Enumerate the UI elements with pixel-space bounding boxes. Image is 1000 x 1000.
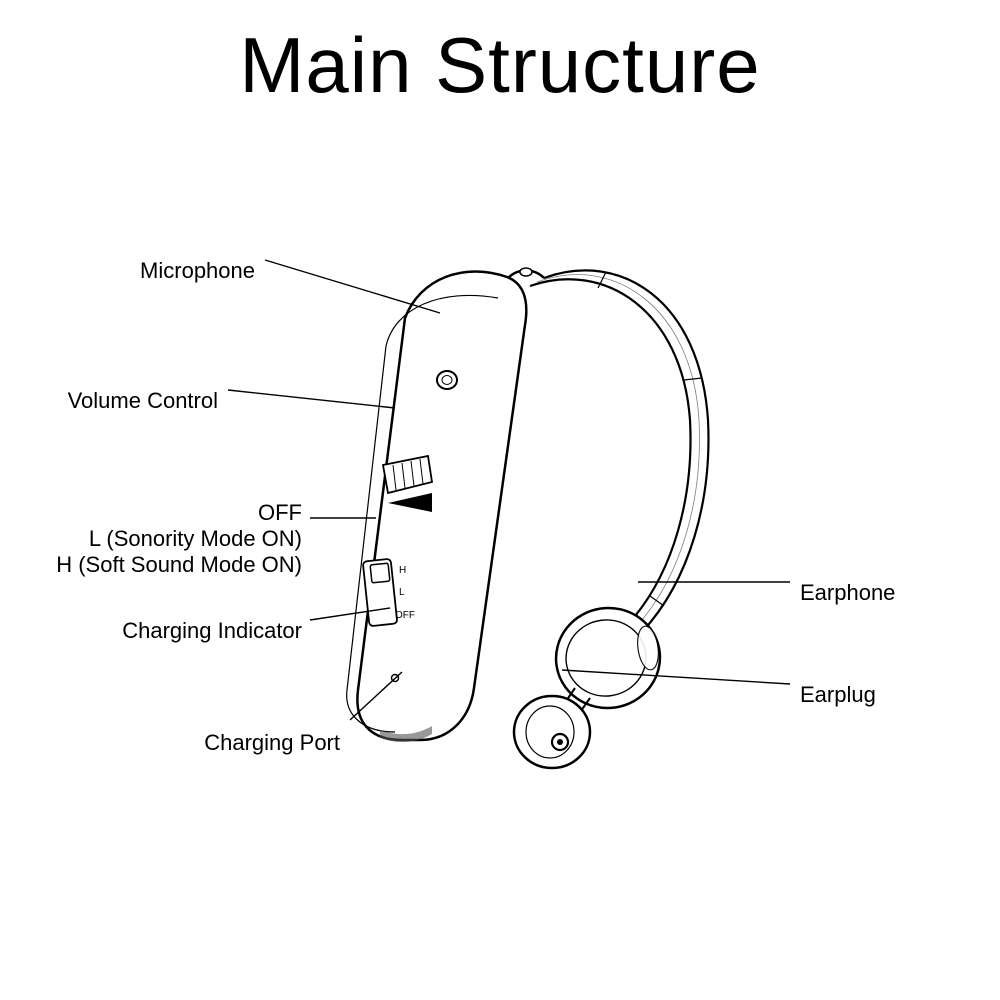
label-mode-h: H (Soft Sound Mode ON) — [56, 552, 302, 578]
hearing-aid-diagram: H L OFF — [0, 220, 1000, 920]
mode-switch: H L OFF — [363, 559, 415, 627]
switch-label-off: OFF — [395, 610, 415, 621]
label-mode-off: OFF — [258, 500, 302, 526]
leader-microphone — [265, 260, 440, 313]
ear-hook-tube — [508, 268, 708, 640]
label-earphone: Earphone — [800, 580, 895, 606]
label-volume-control: Volume Control — [68, 388, 218, 414]
microphone-hole — [437, 371, 457, 389]
label-charging-port: Charging Port — [204, 730, 340, 756]
device-body-group: H L OFF — [347, 271, 527, 742]
label-charging-indicator: Charging Indicator — [122, 618, 302, 644]
label-mode-l: L (Sonority Mode ON) — [89, 526, 302, 552]
switch-label-l: L — [399, 587, 405, 598]
microphone-hole-inner — [442, 376, 452, 385]
device-body-outline — [357, 271, 526, 740]
leader-volume_control — [228, 390, 395, 408]
page-title: Main Structure — [0, 20, 1000, 111]
label-microphone: Microphone — [140, 258, 255, 284]
volume-control-wheel — [383, 456, 432, 512]
label-earplug: Earplug — [800, 682, 876, 708]
switch-label-h: H — [399, 565, 406, 576]
